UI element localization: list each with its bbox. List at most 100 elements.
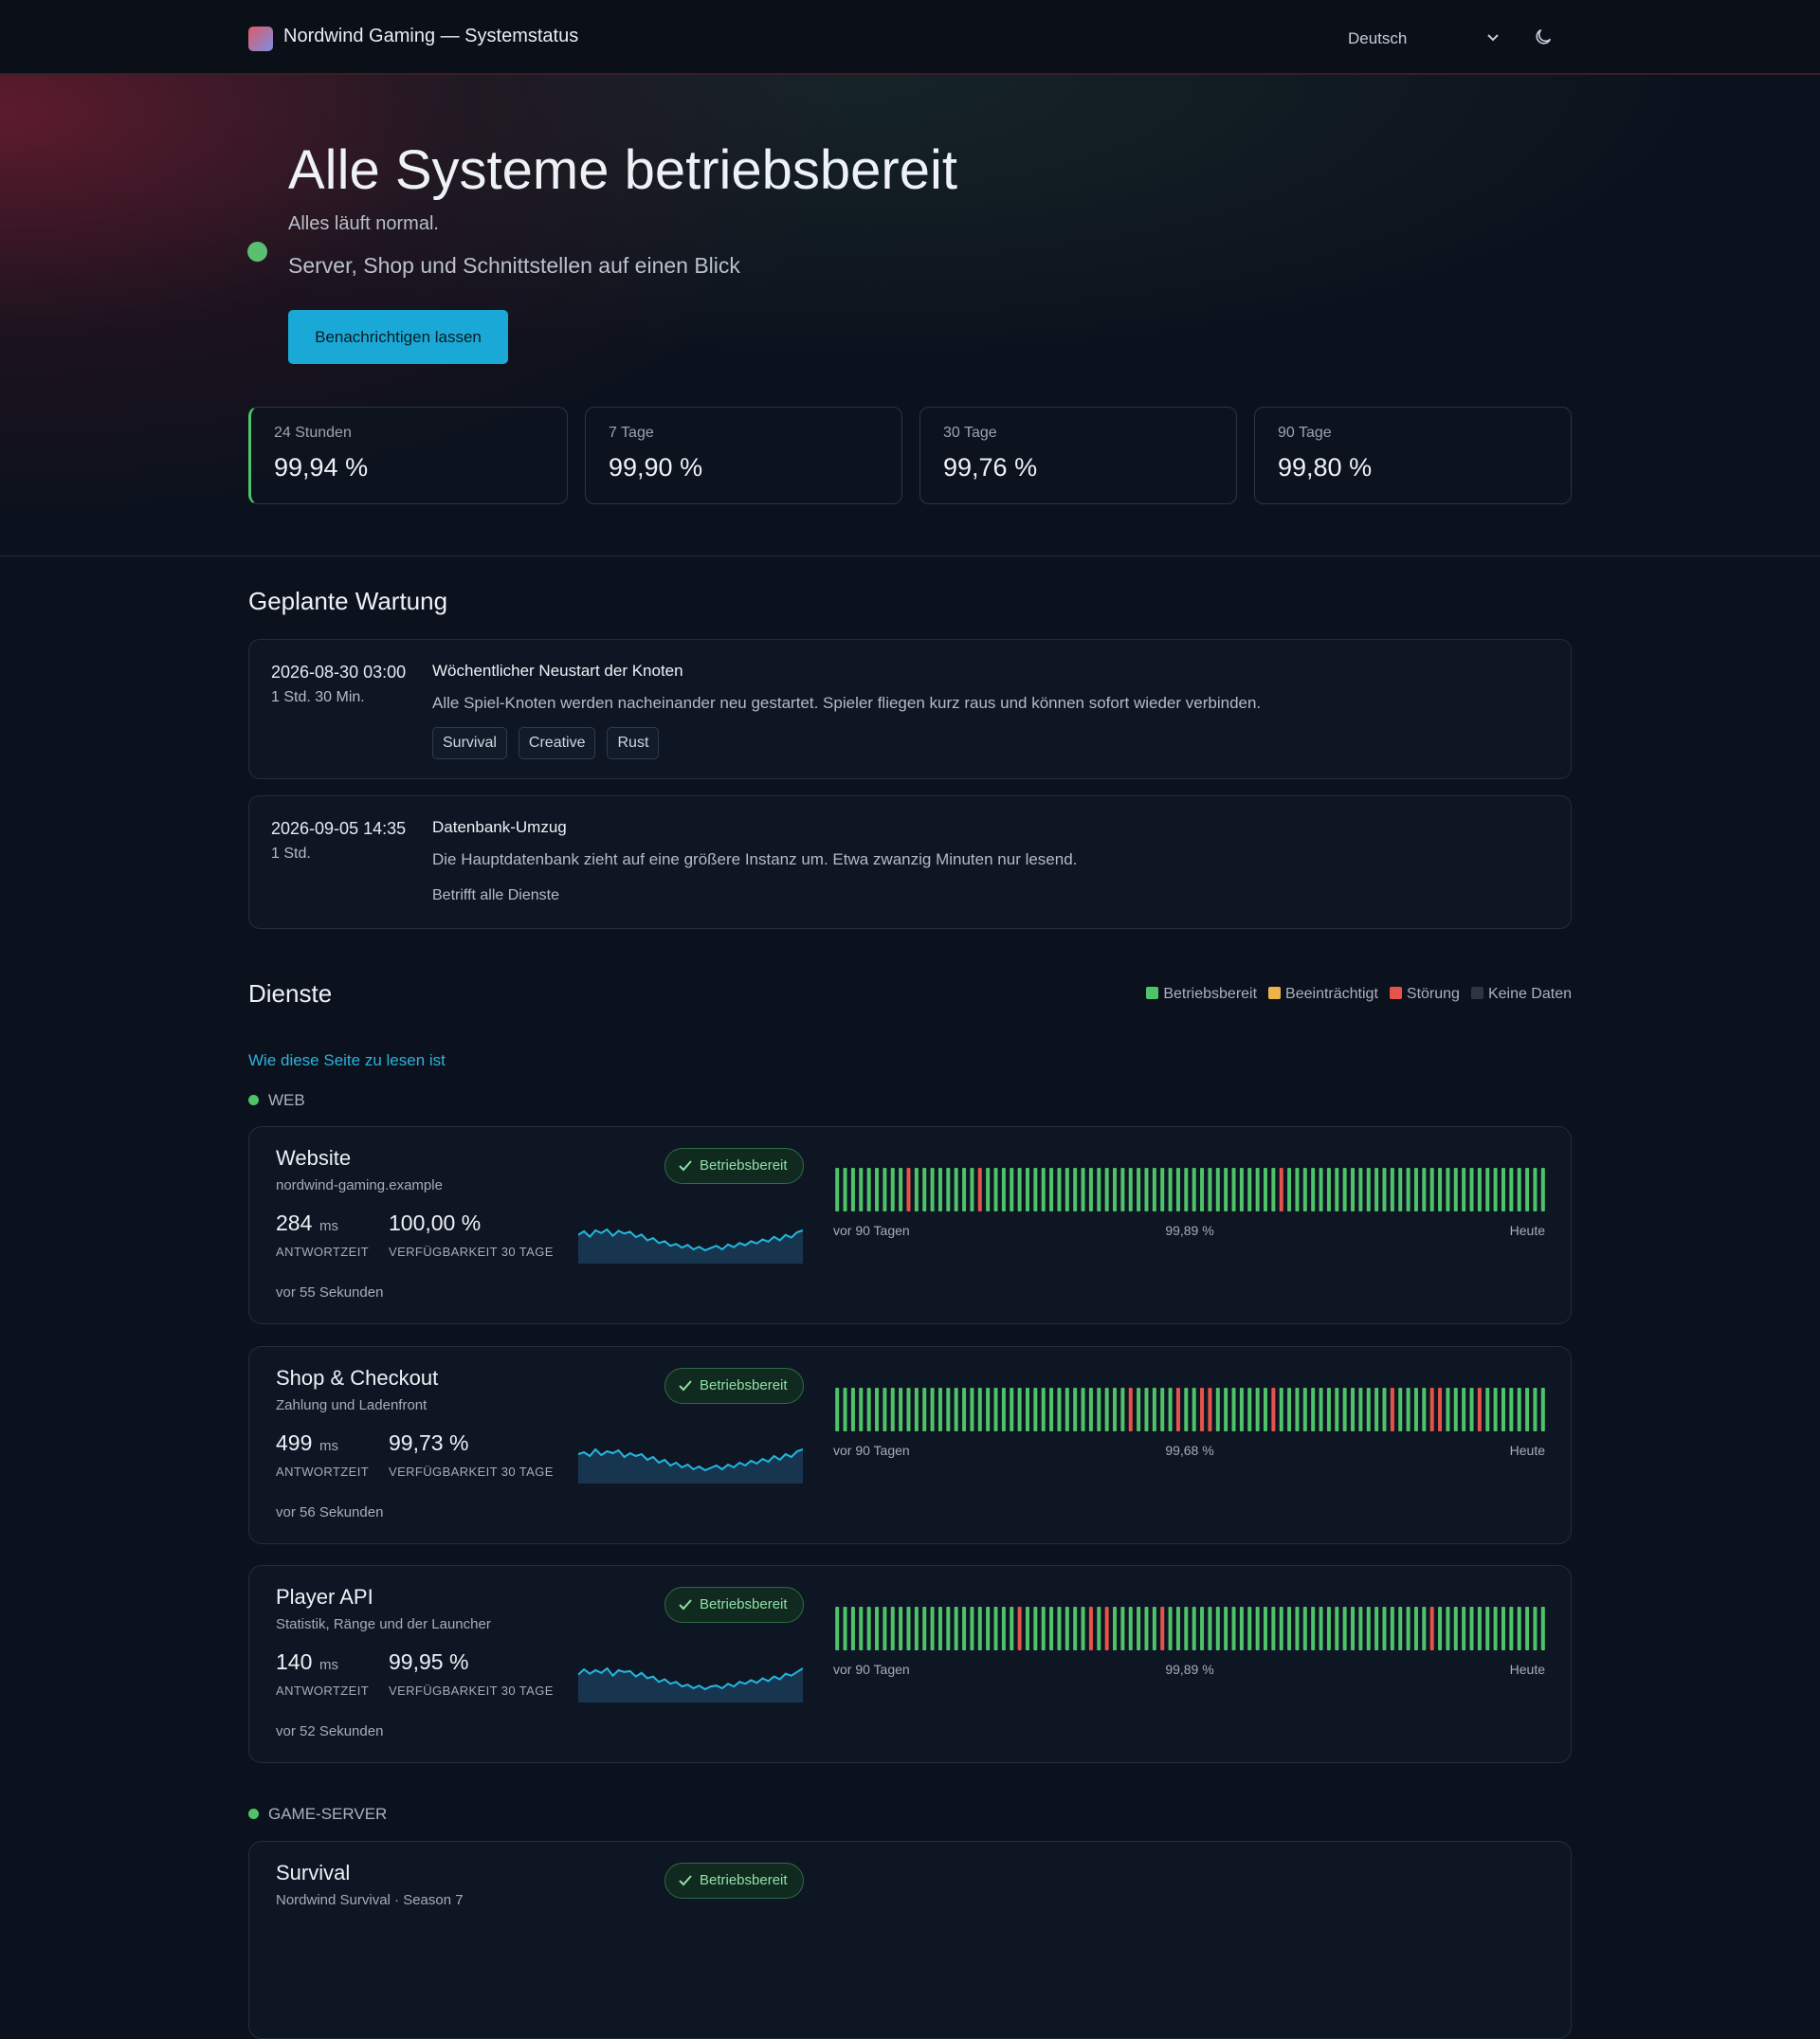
day-bar	[1509, 1607, 1514, 1650]
day-bar	[1010, 1607, 1014, 1650]
language-label: Deutsch	[1348, 29, 1408, 47]
status-label: Betriebsbereit	[700, 1157, 788, 1174]
day-bar	[1168, 1607, 1173, 1650]
day-bar	[1453, 1388, 1458, 1431]
maintenance-duration: 1 Std. 30 Min.	[271, 689, 365, 705]
day-bar	[970, 1388, 974, 1431]
day-bar	[1033, 1607, 1038, 1650]
response-value: 140	[276, 1649, 313, 1674]
service-card: Website nordwind-gaming.example Betriebsbe…	[248, 1126, 1572, 1324]
day-bar	[1088, 1168, 1093, 1211]
last-check: vor 55 Sekunden	[276, 1284, 384, 1301]
day-bar	[890, 1168, 895, 1211]
day-bar	[1175, 1168, 1180, 1211]
sparkline	[578, 1228, 803, 1264]
service-name: Player API	[276, 1585, 373, 1609]
day-bar	[1438, 1607, 1443, 1650]
day-bar	[1366, 1168, 1371, 1211]
day-bar	[1525, 1388, 1530, 1431]
day-bar	[1302, 1388, 1307, 1431]
day-bar	[1271, 1607, 1276, 1650]
day-bar	[1374, 1388, 1379, 1431]
response-value: 284	[276, 1211, 313, 1235]
day-bar	[1319, 1607, 1323, 1650]
day-bar	[1128, 1388, 1133, 1431]
day-bar	[1033, 1388, 1038, 1431]
day-bar	[1398, 1607, 1403, 1650]
day-bar	[977, 1168, 982, 1211]
hero-tagline: Server, Shop und Schnittstellen auf eine…	[288, 253, 740, 278]
theme-toggle[interactable]	[1533, 27, 1554, 47]
legend-swatch	[1470, 987, 1483, 999]
sparkline	[578, 1666, 803, 1702]
legend-swatch	[1268, 987, 1282, 999]
day-bar	[1446, 1388, 1450, 1431]
day-bar	[875, 1607, 880, 1650]
day-bar	[954, 1607, 958, 1650]
day-bar	[1097, 1168, 1101, 1211]
uptime-value: 99,76 %	[943, 453, 1038, 482]
day-bar	[1358, 1168, 1363, 1211]
day-bar	[1540, 1388, 1545, 1431]
tag: Rust	[607, 727, 660, 759]
day-bar	[835, 1168, 840, 1211]
day-bar	[1097, 1607, 1101, 1650]
help-link[interactable]: Wie diese Seite zu lesen ist	[248, 1051, 446, 1069]
day-bar	[906, 1168, 911, 1211]
day-bar	[1088, 1607, 1093, 1650]
day-bar	[1422, 1388, 1427, 1431]
day-bar	[1271, 1168, 1276, 1211]
day-bar	[1010, 1388, 1014, 1431]
day-bar	[1429, 1388, 1434, 1431]
day-bar	[1279, 1607, 1283, 1650]
day-bar	[1215, 1168, 1220, 1211]
day-bar	[1041, 1607, 1046, 1650]
day-bar	[1485, 1607, 1490, 1650]
day-bar	[1335, 1607, 1339, 1650]
day-bar	[1540, 1607, 1545, 1650]
day-bar	[1351, 1168, 1356, 1211]
day-bar	[1041, 1388, 1046, 1431]
maintenance-description: Alle Spiel-Knoten werden nacheinander ne…	[432, 694, 1262, 712]
maintenance-date: 2026-09-05 14:35	[271, 819, 407, 838]
legend-label: Störung	[1406, 986, 1460, 1002]
maintenance-title: Datenbank-Umzug	[432, 818, 567, 836]
response-unit: ms	[319, 1657, 338, 1673]
day-bar	[1429, 1607, 1434, 1650]
subscribe-button[interactable]: Benachrichtigen lassen	[288, 310, 508, 364]
day-bar	[1319, 1388, 1323, 1431]
day-bar	[1160, 1607, 1165, 1650]
day-bar	[1137, 1607, 1141, 1650]
day-bar	[922, 1607, 927, 1650]
day-bar	[1160, 1168, 1165, 1211]
day-bar	[1255, 1607, 1260, 1650]
check	[679, 1599, 692, 1611]
page: Systemstatus html,body{margin:0;padding:…	[0, 25, 1820, 2039]
day-bar	[883, 1168, 887, 1211]
legend-swatch	[1389, 987, 1402, 999]
day-bar	[1351, 1607, 1356, 1650]
day-bar	[1413, 1168, 1418, 1211]
day-bar	[1462, 1607, 1466, 1650]
day-bar	[1358, 1607, 1363, 1650]
day-bar	[1247, 1388, 1252, 1431]
service-name: Shop & Checkout	[276, 1366, 439, 1390]
language-select[interactable]: Deutsch	[1337, 25, 1507, 53]
day-bar	[1438, 1168, 1443, 1211]
day-bar	[977, 1607, 982, 1650]
last-check: vor 52 Sekunden	[276, 1723, 384, 1739]
day-bar	[1073, 1388, 1078, 1431]
day-bar	[914, 1607, 919, 1650]
day-bar	[1001, 1168, 1006, 1211]
day-bar	[1374, 1607, 1379, 1650]
availability-label: VERFÜGBARKEIT 30 TAGE	[389, 1245, 554, 1259]
day-bar	[1287, 1168, 1292, 1211]
day-bar	[1374, 1168, 1379, 1211]
range-start: vor 90 Tagen	[833, 1443, 910, 1458]
brand[interactable]: Nordwind Gaming — Systemstatus	[283, 26, 579, 46]
day-bar	[1073, 1168, 1078, 1211]
day-bar	[1120, 1168, 1125, 1211]
day-bar	[1144, 1607, 1149, 1650]
maintenance-title: Wöchentlicher Neustart der Knoten	[432, 662, 683, 680]
day-bar	[1311, 1607, 1316, 1650]
